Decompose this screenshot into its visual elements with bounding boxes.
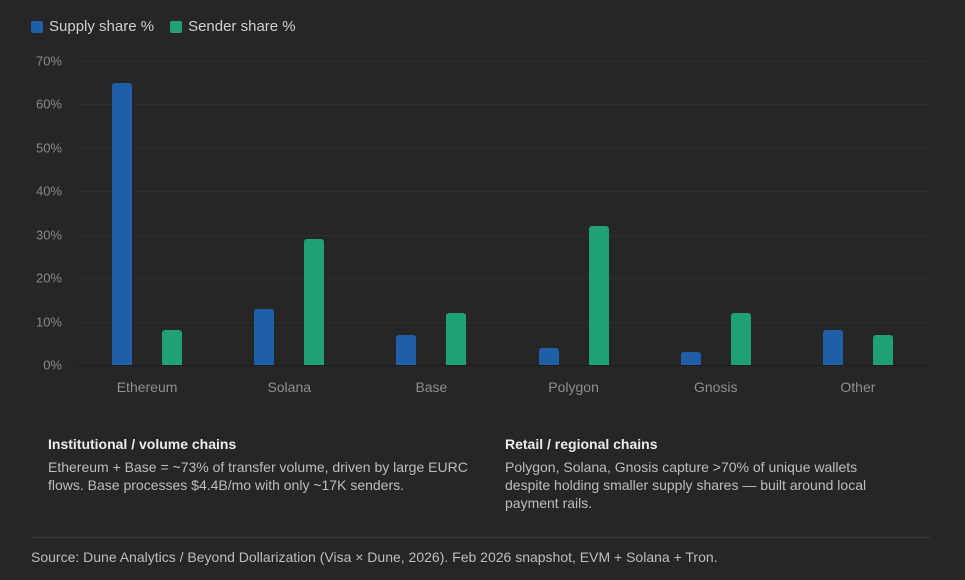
x-tick-label: Base [415, 379, 448, 395]
x-tick-label: Polygon [548, 379, 599, 395]
x-tick-label: Gnosis [693, 379, 738, 395]
source-note: Source: Dune Analytics / Beyond Dollariz… [31, 549, 718, 565]
divider [31, 537, 930, 538]
supply-swatch-icon [31, 20, 43, 33]
chart-legend: Supply share % Sender share % [31, 18, 296, 35]
y-tick-label: 30% [35, 227, 62, 243]
note-institutional: Institutional / volume chains Ethereum +… [48, 436, 468, 494]
plot-area [76, 61, 929, 366]
x-tick-label: Solana [267, 379, 312, 395]
supply-bar[interactable] [112, 82, 132, 365]
bar-group-other [787, 61, 929, 365]
grid-line [76, 278, 929, 280]
grid-line [76, 321, 929, 323]
grid-line [76, 104, 929, 106]
supply-bar[interactable] [396, 334, 417, 365]
legend-item-sender[interactable]: Sender share % [170, 18, 296, 35]
sender-bar[interactable] [304, 239, 325, 365]
y-tick-label: 20% [35, 270, 62, 286]
grid-line [76, 234, 929, 236]
note-body: Ethereum + Base = ~73% of transfer volum… [48, 459, 468, 493]
legend-label-sender: Sender share % [188, 18, 296, 35]
sender-bar[interactable] [730, 312, 751, 365]
bar-group-ethereum [76, 61, 218, 365]
x-tick-label: Other [840, 379, 876, 395]
bar-group-gnosis [645, 61, 787, 365]
sender-bar[interactable] [162, 330, 182, 365]
legend-item-supply[interactable]: Supply share % [31, 18, 154, 35]
sender-bar[interactable] [872, 334, 893, 365]
note-title: Institutional / volume chains [48, 436, 237, 452]
sender-bar[interactable] [446, 312, 467, 365]
bar-group-polygon [503, 61, 645, 365]
grid-line [76, 191, 929, 193]
supply-bar[interactable] [822, 330, 843, 365]
grid-line [76, 61, 929, 62]
y-tick-label: 10% [35, 314, 62, 330]
y-tick-label: 60% [35, 96, 62, 112]
legend-label-supply: Supply share % [49, 18, 155, 35]
y-tick-label: 70% [35, 53, 62, 69]
supply-bar[interactable] [538, 347, 559, 365]
x-tick-label: Ethereum [116, 379, 178, 395]
x-axis-line [76, 365, 929, 366]
grid-line [76, 147, 929, 149]
y-tick-label: 0% [43, 357, 62, 373]
bar-group-base [360, 61, 502, 365]
sender-bar[interactable] [588, 226, 609, 365]
note-retail: Retail / regional chains Polygon, Solana… [505, 436, 905, 512]
y-tick-label: 50% [35, 140, 62, 156]
sender-swatch-icon [170, 20, 183, 33]
y-tick-label: 40% [35, 183, 62, 199]
note-body: Polygon, Solana, Gnosis capture >70% of … [505, 459, 867, 511]
supply-bar[interactable] [680, 351, 701, 365]
bar-group-solana [218, 61, 360, 365]
supply-bar[interactable] [254, 308, 275, 365]
note-title: Retail / regional chains [505, 436, 658, 452]
